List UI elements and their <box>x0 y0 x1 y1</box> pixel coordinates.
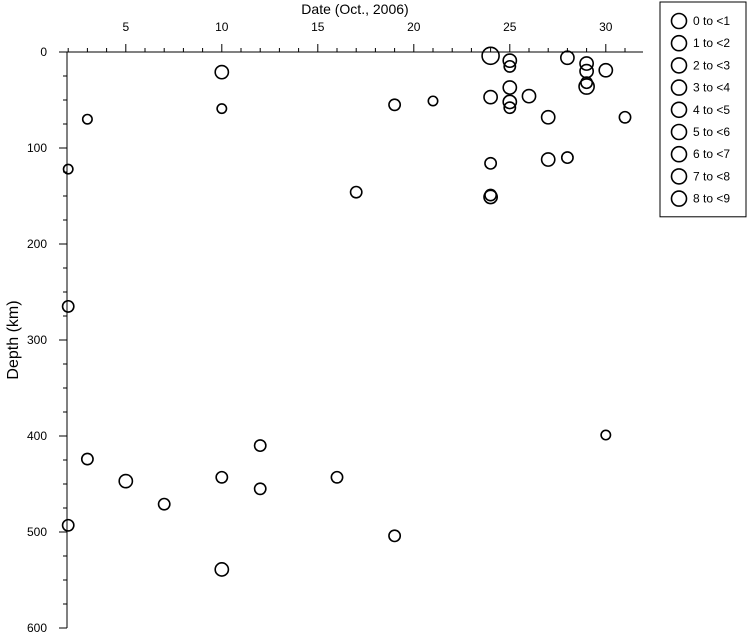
legend-marker <box>670 12 688 30</box>
y-tick-label: 0 <box>40 45 47 59</box>
data-point <box>560 151 574 165</box>
y-tick-label: 300 <box>27 333 47 347</box>
legend-marker <box>670 101 688 119</box>
data-point <box>502 94 518 110</box>
data-point <box>503 59 517 73</box>
data-point <box>215 470 229 484</box>
data-point <box>253 439 267 453</box>
data-point <box>427 95 439 107</box>
axes: 5 10 15 20 25 30 0 100 200 300 400 500 600 Date (Oc… <box>5 1 643 635</box>
data-point <box>118 473 134 489</box>
data-point <box>502 53 518 69</box>
x-tick-label: 30 <box>599 20 613 34</box>
data-point <box>253 482 267 496</box>
data-point <box>483 189 498 205</box>
y-tick-label: 200 <box>27 237 47 251</box>
legend-label: 3 to <4 <box>693 81 730 95</box>
y-tick-label: 100 <box>27 141 47 155</box>
legend-label: 1 to <2 <box>693 36 730 50</box>
y-tick-label: 500 <box>27 525 47 539</box>
data-point <box>483 89 498 105</box>
x-tick-label: 5 <box>122 20 129 34</box>
data-point <box>81 113 93 125</box>
data-point <box>598 62 614 78</box>
data-point <box>61 299 75 313</box>
legend-label: 5 to <6 <box>693 125 730 139</box>
data-point <box>502 80 518 95</box>
x-axis-title: Date (Oct., 2006) <box>301 1 408 17</box>
data-point <box>388 529 402 543</box>
legend-marker <box>670 190 688 207</box>
data-point <box>214 562 230 577</box>
data-point <box>560 50 575 66</box>
legend-label: 6 to <7 <box>693 147 730 161</box>
data-point <box>521 88 537 104</box>
legend-label: 7 to <8 <box>693 169 730 183</box>
x-tick-label: 10 <box>215 20 229 34</box>
legend-label: 8 to <9 <box>693 192 730 206</box>
data-point <box>349 185 363 199</box>
y-ticks: 0 100 200 300 400 500 600 <box>27 45 67 635</box>
x-tick-label: 25 <box>503 20 517 34</box>
x-tick-label: 15 <box>311 20 325 34</box>
x-tick-label: 20 <box>407 20 421 34</box>
legend-label: 0 to <1 <box>693 14 730 28</box>
y-axis-title: Depth (km) <box>5 300 22 379</box>
data-point <box>157 497 171 511</box>
x-ticks: 5 10 15 20 25 30 <box>67 20 626 52</box>
data-point <box>578 78 595 95</box>
y-tick-label: 600 <box>27 621 47 635</box>
data-point <box>579 56 594 71</box>
data-point <box>330 470 344 484</box>
legend-label: 4 to <5 <box>693 103 730 117</box>
legend-label: 2 to <3 <box>693 58 730 72</box>
y-tick-label: 400 <box>27 429 47 443</box>
data-points <box>61 46 632 577</box>
legend-items: 0 to <1 1 to <2 2 to <3 3 to <4 4 to <5 5 to … <box>670 12 730 207</box>
legend-marker <box>670 168 688 185</box>
data-point <box>540 109 556 125</box>
data-point <box>579 63 594 79</box>
legend: 0 to <1 1 to <2 2 to <3 3 to <4 4 to <5 5 to … <box>659 1 747 218</box>
data-point <box>481 46 500 66</box>
data-point <box>484 156 498 170</box>
data-point <box>540 152 556 167</box>
data-point <box>214 64 230 80</box>
data-point <box>62 163 74 175</box>
data-point <box>80 452 94 466</box>
data-point <box>618 110 632 124</box>
legend-marker <box>670 145 688 163</box>
data-point <box>503 101 517 115</box>
data-point <box>388 98 402 112</box>
legend-marker <box>670 57 688 74</box>
legend-marker <box>670 34 688 52</box>
data-point <box>216 103 228 115</box>
legend-marker <box>670 79 688 96</box>
data-point <box>600 429 612 441</box>
data-point <box>61 518 75 532</box>
legend-marker <box>670 123 688 141</box>
